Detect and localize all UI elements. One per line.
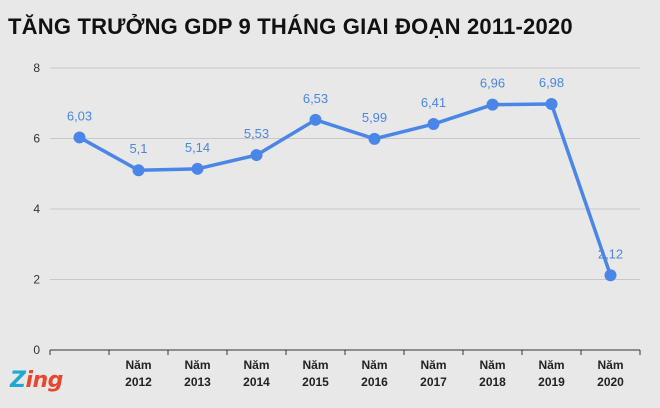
- data-label: 2,12: [598, 246, 623, 261]
- x-tick-label: Năm: [538, 358, 564, 372]
- data-label: 5,99: [362, 110, 387, 125]
- data-point: [368, 132, 381, 145]
- data-point: [250, 149, 263, 162]
- data-point: [545, 97, 558, 110]
- x-tick-label: 2015: [302, 375, 329, 389]
- logo-letter-z: Z: [10, 368, 26, 393]
- data-label: 6,03: [67, 108, 92, 123]
- x-tick-label: 2020: [597, 375, 624, 389]
- data-label: 6,96: [480, 76, 505, 91]
- x-tick-label: 2014: [243, 375, 270, 389]
- x-tick-label: 2013: [184, 375, 211, 389]
- chart-title: TĂNG TRƯỞNG GDP 9 THÁNG GIAI ĐOẠN 2011-2…: [8, 14, 573, 39]
- data-point: [73, 131, 86, 144]
- x-tick-label: Năm: [420, 358, 446, 372]
- data-point: [132, 164, 145, 177]
- data-label: 6,41: [421, 95, 446, 110]
- zing-logo: Zing: [10, 368, 63, 393]
- data-label: 5,53: [244, 126, 269, 141]
- y-tick-label: 8: [33, 61, 40, 75]
- x-tick-label: Năm: [184, 358, 210, 372]
- data-label: 6,53: [303, 91, 328, 106]
- x-tick-label: 2016: [361, 375, 388, 389]
- x-tick-label: 2018: [479, 375, 506, 389]
- x-tick-label: Năm: [361, 358, 387, 372]
- x-tick-label: Năm: [597, 358, 623, 372]
- data-label: 6,98: [539, 75, 564, 90]
- x-tick-label: 2019: [538, 375, 565, 389]
- x-tick-label: 2012: [125, 375, 152, 389]
- y-tick-label: 6: [33, 132, 40, 146]
- series-line: [77, 102, 613, 278]
- x-tick-label: Năm: [243, 358, 269, 372]
- data-label: 5,14: [185, 140, 210, 155]
- x-tick-label: Năm: [479, 358, 505, 372]
- data-point: [604, 269, 617, 282]
- x-tick-label: Năm: [302, 358, 328, 372]
- data-point: [486, 98, 499, 111]
- data-point: [309, 113, 322, 126]
- data-label: 5,1: [129, 141, 147, 156]
- data-point: [427, 118, 440, 131]
- y-tick-label: 2: [33, 273, 40, 287]
- x-tick-label: Năm: [125, 358, 151, 372]
- x-tick-label: 2017: [420, 375, 447, 389]
- data-point: [191, 162, 204, 175]
- y-tick-label: 4: [33, 202, 40, 216]
- y-tick-label: 0: [33, 343, 40, 357]
- logo-text-ing: ing: [25, 368, 63, 393]
